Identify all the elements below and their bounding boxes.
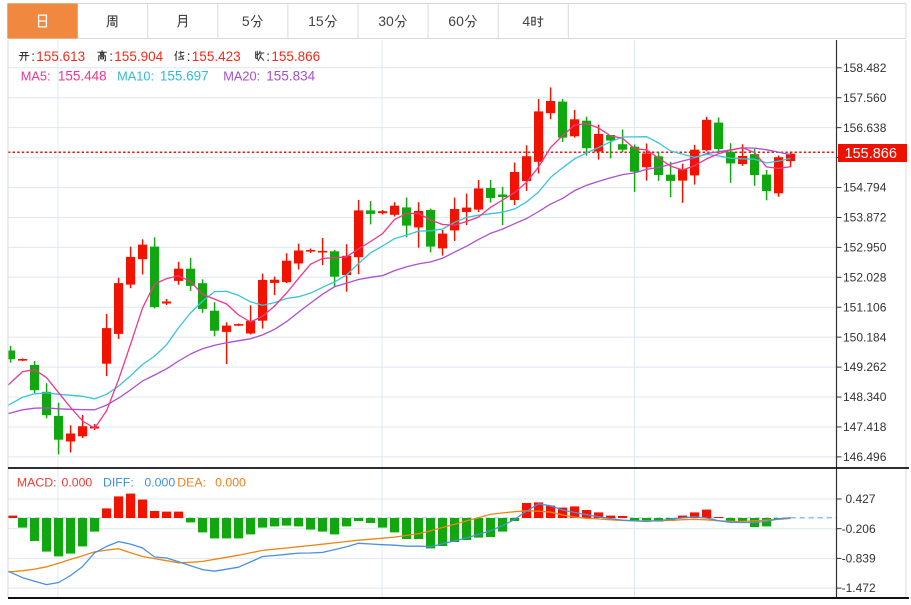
svg-text:0.000: 0.000 <box>62 476 93 490</box>
svg-text:155.834: 155.834 <box>266 68 315 83</box>
svg-text::: : <box>266 49 270 64</box>
svg-text:0.000: 0.000 <box>215 476 246 490</box>
svg-text:153.872: 153.872 <box>843 211 887 225</box>
svg-text:152.028: 152.028 <box>843 270 887 284</box>
svg-text:-1.472: -1.472 <box>842 581 876 595</box>
svg-text:150.184: 150.184 <box>843 330 887 344</box>
svg-text:158.482: 158.482 <box>843 61 887 75</box>
svg-text:5: 5 <box>242 13 250 29</box>
svg-text:155.866: 155.866 <box>845 146 897 162</box>
svg-text::: : <box>31 49 35 64</box>
svg-text:-0.206: -0.206 <box>842 522 876 536</box>
svg-text:152.950: 152.950 <box>843 240 887 254</box>
svg-text:DIFF:: DIFF: <box>103 476 134 490</box>
svg-text:154.794: 154.794 <box>843 181 887 195</box>
svg-text:MACD:: MACD: <box>17 476 57 490</box>
svg-text:60: 60 <box>448 13 464 29</box>
svg-text:30: 30 <box>378 13 394 29</box>
svg-text:MA10:: MA10: <box>117 68 154 83</box>
svg-text:4: 4 <box>522 13 530 29</box>
svg-text::: : <box>187 49 191 64</box>
svg-text:155.866: 155.866 <box>271 49 320 64</box>
svg-text:155.904: 155.904 <box>114 49 163 64</box>
svg-text:146.496: 146.496 <box>843 450 887 464</box>
svg-text:-0.839: -0.839 <box>842 552 876 566</box>
svg-text:151.106: 151.106 <box>843 300 887 314</box>
svg-text:MA5:: MA5: <box>21 68 51 83</box>
svg-text:156.638: 156.638 <box>843 121 887 135</box>
svg-text::: : <box>109 49 113 64</box>
svg-text:155.697: 155.697 <box>160 68 209 83</box>
svg-text:DEA:: DEA: <box>177 476 206 490</box>
svg-text:149.262: 149.262 <box>843 360 887 374</box>
svg-text:155.613: 155.613 <box>36 49 85 64</box>
svg-text:155.448: 155.448 <box>58 68 107 83</box>
svg-text:MA20:: MA20: <box>223 68 260 83</box>
svg-text:155.423: 155.423 <box>192 49 241 64</box>
svg-text:0.427: 0.427 <box>846 492 876 506</box>
svg-text:15: 15 <box>308 13 324 29</box>
svg-text:157.560: 157.560 <box>843 91 887 105</box>
svg-text:147.418: 147.418 <box>843 420 887 434</box>
svg-text:0.000: 0.000 <box>144 476 175 490</box>
svg-text:148.340: 148.340 <box>843 390 887 404</box>
